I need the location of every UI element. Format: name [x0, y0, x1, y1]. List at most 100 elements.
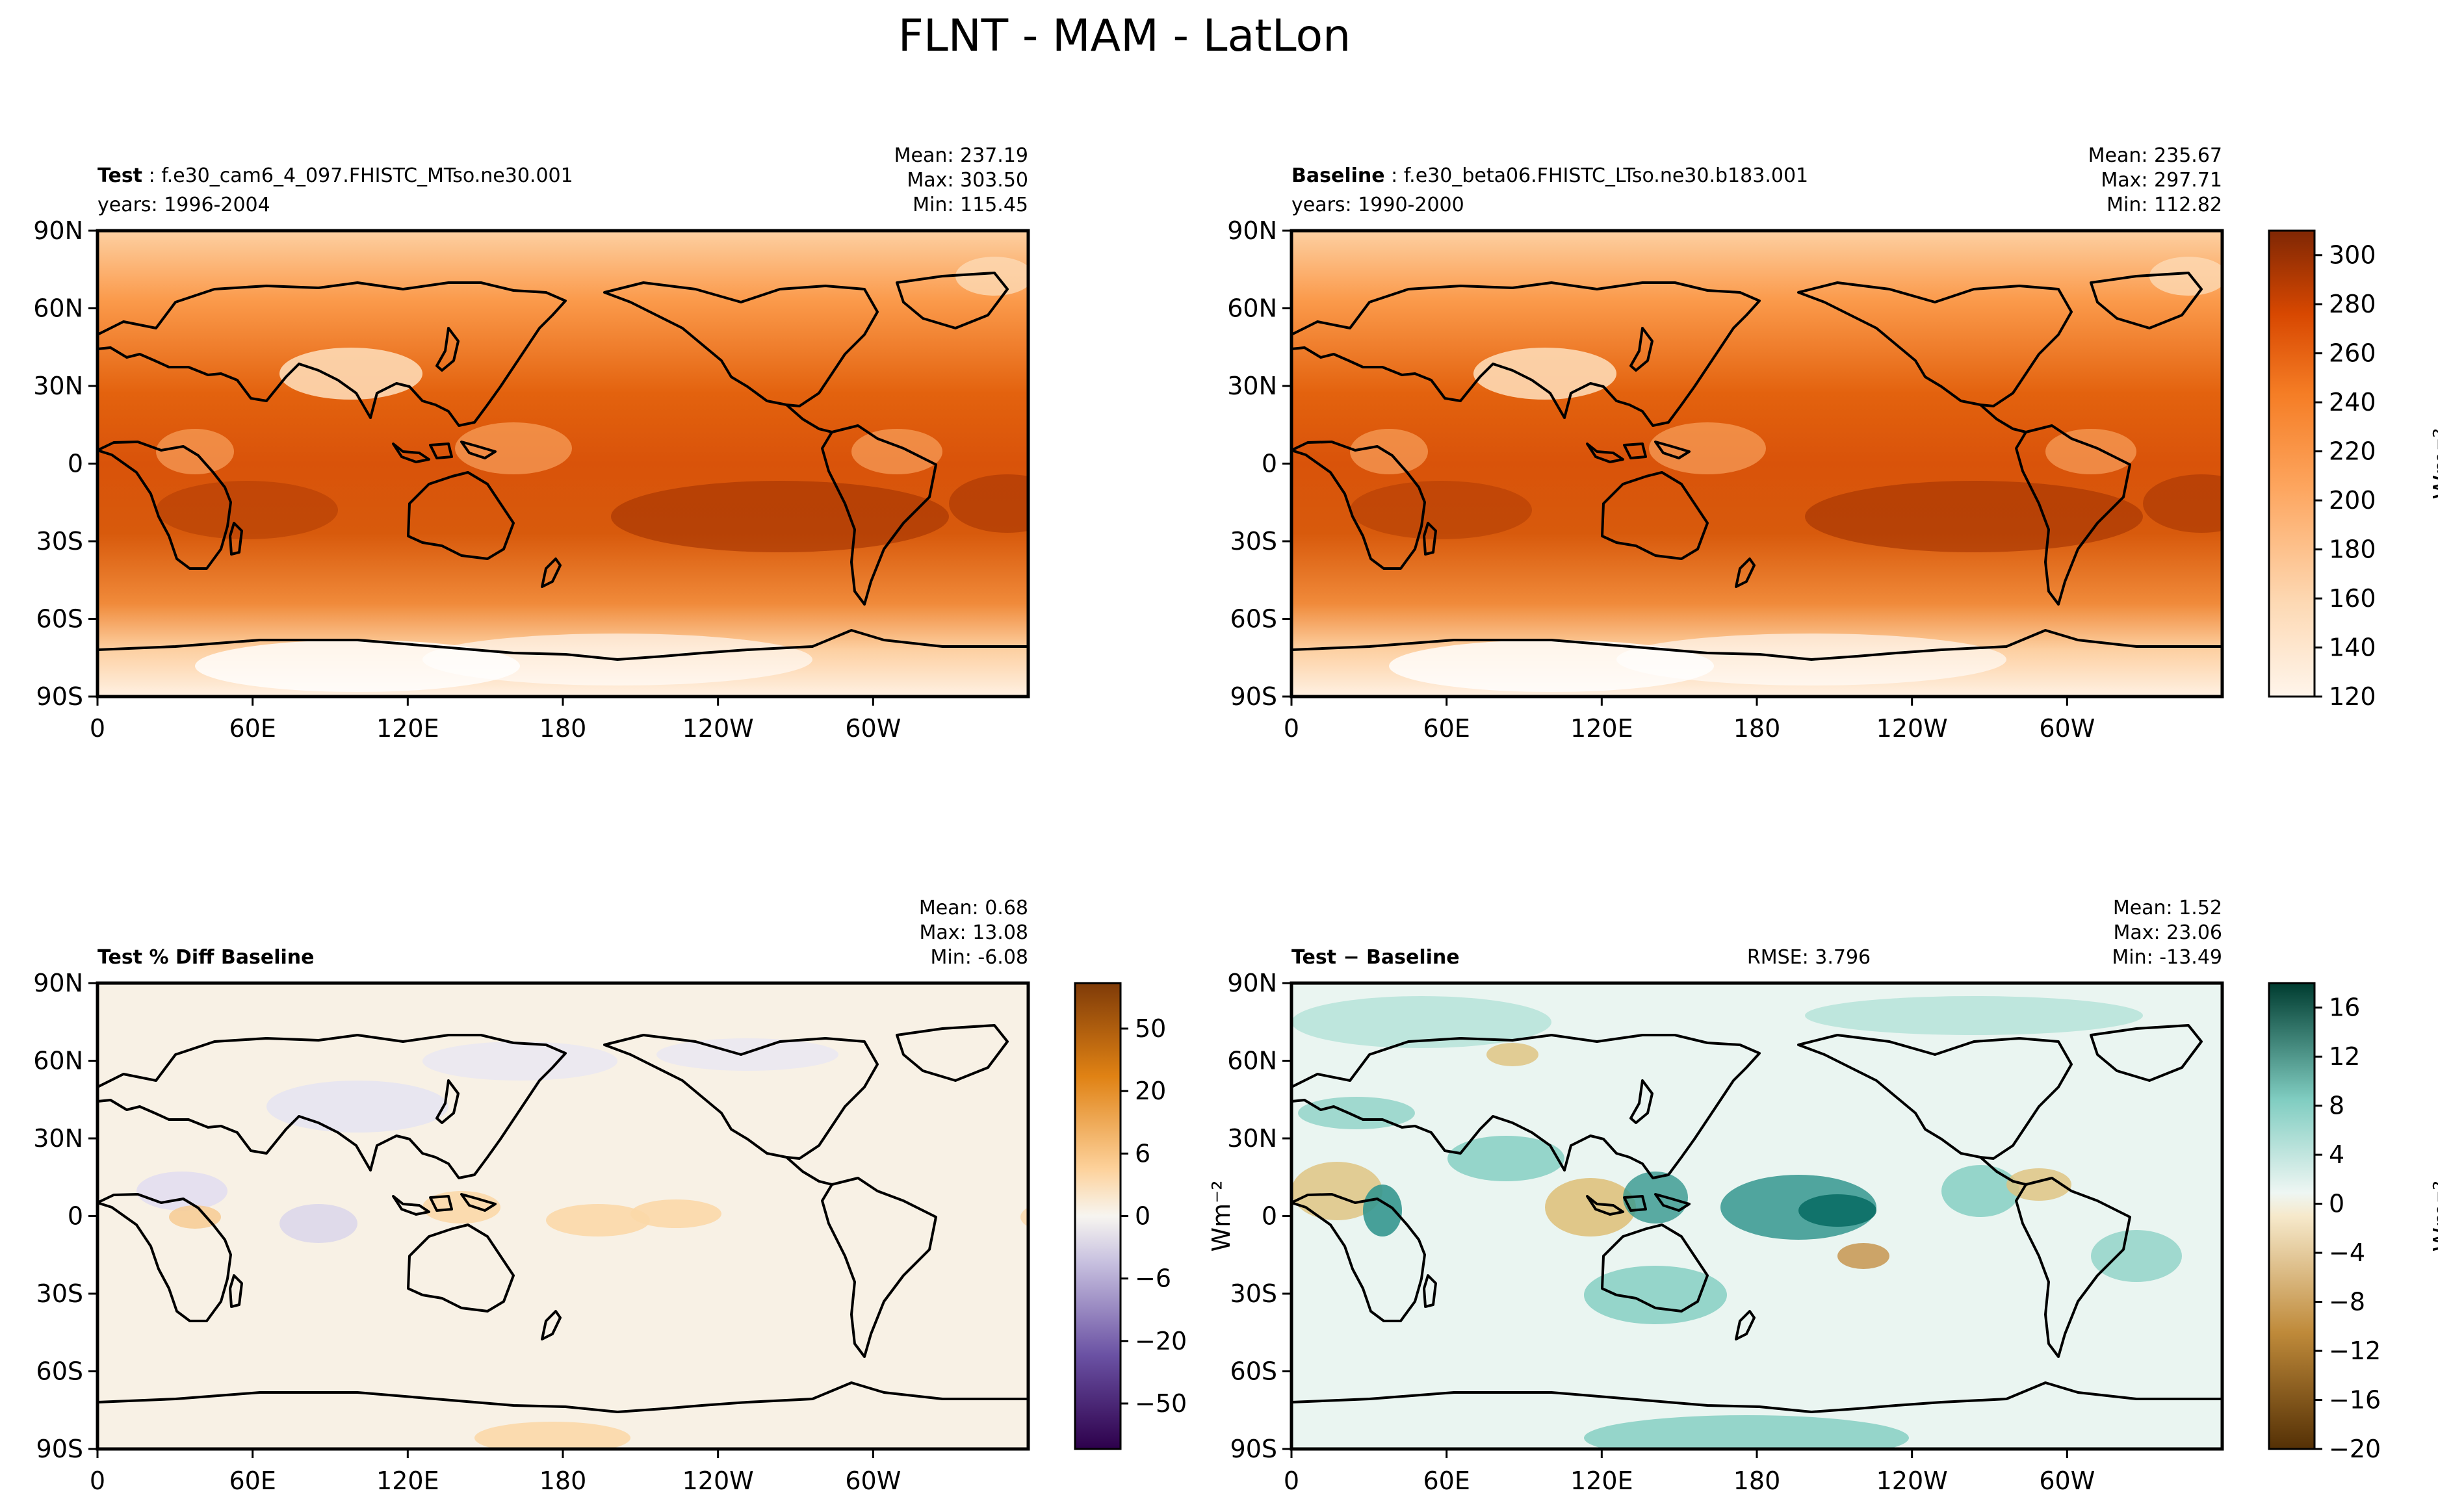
y-tick-label: 90S	[1230, 682, 1277, 711]
colorbar-tick-label: 220	[2329, 437, 2376, 466]
colorbar-tick-label: −50	[1135, 1389, 1187, 1418]
colorbar-tick-label: 12	[2329, 1042, 2360, 1071]
y-tick-label: 60S	[1230, 1357, 1277, 1386]
x-tick-label: 180	[1733, 714, 1781, 743]
panel-stat: Mean: 1.52	[2113, 897, 2222, 919]
field-contours	[1291, 231, 2222, 697]
left-axis-label: Wm⁻²	[1207, 1181, 1236, 1252]
colorbar-tick-label: 20	[1135, 1077, 1166, 1105]
y-tick-label: 90S	[36, 682, 83, 711]
colorbar-tick-label: 8	[2329, 1092, 2344, 1120]
panel-title: Test : f.e30_cam6_4_097.FHISTC_MTso.ne30…	[97, 164, 573, 187]
colorbar-tick-label: 180	[2329, 535, 2376, 564]
panel-years: years: 1996-2004	[97, 194, 270, 216]
panel-title-rest: : f.e30_beta06.FHISTC_LTso.ne30.b183.001	[1385, 164, 1809, 187]
y-tick-label: 90N	[1227, 216, 1277, 245]
colorbar-pct-diff: 50 20 6 0 −6 −20 −50	[1074, 982, 1187, 1450]
map-field	[97, 231, 1028, 697]
map-panel-baseline: Baseline : f.e30_beta06.FHISTC_LTso.ne30…	[1227, 144, 2224, 743]
map-field	[1291, 231, 2222, 697]
panel-title-bold: Test	[97, 164, 142, 187]
y-tick-label: 90N	[33, 969, 83, 997]
x-tick-label: 60W	[2039, 714, 2095, 743]
y-tick-label: 0	[1262, 1202, 1277, 1231]
colorbar-tick-label: 200	[2329, 486, 2376, 515]
panel-title-bold: Baseline	[1291, 164, 1385, 187]
colorbar-tick-label: −6	[1135, 1264, 1171, 1293]
colorbar-fill	[2268, 982, 2316, 1450]
map-field	[1291, 983, 2222, 1449]
y-tick-label: 60N	[33, 294, 83, 323]
colorbar-tick-label: −12	[2329, 1337, 2381, 1365]
panel-stat: Mean: 237.19	[894, 144, 1028, 167]
colorbar-tick-label: 120	[2329, 682, 2376, 711]
y-tick-label: 30S	[36, 527, 83, 556]
y-tick-label: 90N	[33, 216, 83, 245]
panel-stat: Max: 23.06	[2113, 921, 2222, 944]
colorbar-tick-label: 140	[2329, 634, 2376, 662]
y-tick-label: 0	[1262, 450, 1277, 478]
panel-stat: Min: -13.49	[2112, 946, 2222, 969]
field-contours	[97, 983, 1028, 1449]
panel-stat: Min: 112.82	[2107, 194, 2222, 216]
x-tick-label: 120E	[1570, 1467, 1633, 1495]
panel-stat: Mean: 0.68	[919, 897, 1028, 919]
x-tick-label: 0	[1284, 1467, 1299, 1495]
panel-title: Baseline : f.e30_beta06.FHISTC_LTso.ne30…	[1291, 164, 1808, 187]
colorbar-tick-label: 0	[2329, 1190, 2344, 1218]
x-tick-label: 0	[90, 714, 105, 743]
panel-stat: Min: -6.08	[931, 946, 1029, 969]
x-tick-label: 120E	[376, 714, 439, 743]
x-tick-label: 60W	[845, 1467, 901, 1495]
colorbar-tick-label: 6	[1135, 1139, 1150, 1168]
map-panel-test: Test : f.e30_cam6_4_097.FHISTC_MTso.ne30…	[33, 144, 1030, 743]
x-tick-label: 0	[1284, 714, 1299, 743]
colorbar-tick-label: 50	[1135, 1014, 1166, 1043]
panel-years: years: 1990-2000	[1291, 194, 1464, 216]
x-tick-label: 60E	[229, 714, 276, 743]
y-tick-label: 60S	[1230, 605, 1277, 634]
x-tick-label: 60E	[1423, 1467, 1470, 1495]
y-tick-label: 90S	[36, 1435, 83, 1463]
colorbar-tick-label: −4	[2329, 1238, 2365, 1267]
x-tick-label: 120W	[1876, 1467, 1948, 1495]
field-contours	[97, 231, 1028, 697]
map-field	[97, 983, 1028, 1449]
figure-title: FLNT - MAM - LatLon	[898, 10, 1351, 62]
colorbar-tick-label: −20	[1135, 1327, 1187, 1355]
colorbar-label: Wm⁻²	[2428, 428, 2438, 500]
colorbar-label: Wm⁻²	[2428, 1181, 2438, 1252]
x-tick-label: 120E	[376, 1467, 439, 1495]
colorbar-tick-label: 280	[2329, 290, 2376, 318]
panel-stat: Min: 115.45	[913, 194, 1028, 216]
colorbar-tick-label: 16	[2329, 993, 2360, 1022]
colorbar-tick-label: −20	[2329, 1435, 2381, 1463]
colorbar-tick-label: 240	[2329, 388, 2376, 416]
panel-stat: Mean: 235.67	[2088, 144, 2222, 167]
colorbar-baseline: 300 280 260 240 220 200 180 160 140 120 Wm⁻²	[2268, 229, 2438, 711]
y-tick-label: 0	[68, 450, 83, 478]
y-tick-label: 60N	[1227, 1047, 1277, 1075]
x-tick-label: 60E	[229, 1467, 276, 1495]
colorbar-tick-label: 0	[1135, 1202, 1150, 1231]
x-tick-label: 0	[90, 1467, 105, 1495]
panel-stat: Max: 297.71	[2101, 169, 2222, 192]
y-tick-label: 30S	[36, 1279, 83, 1308]
y-tick-label: 30S	[1230, 527, 1277, 556]
colorbar-tick-label: 160	[2329, 584, 2376, 613]
panel-stat: Max: 303.50	[907, 169, 1028, 192]
y-tick-label: 60S	[36, 1357, 83, 1386]
x-tick-label: 120W	[682, 1467, 754, 1495]
y-tick-label: 90S	[1230, 1435, 1277, 1463]
panel-rmse: RMSE: 3.796	[1747, 946, 1871, 969]
map-panel-diff: Test − Baseline RMSE: 3.796 Mean: 1.52Max:…	[1207, 897, 2224, 1495]
colorbar-fill	[1074, 982, 1122, 1450]
panel-stat: Max: 13.08	[919, 921, 1028, 944]
x-tick-label: 60W	[845, 714, 901, 743]
panel-title-rest: : f.e30_cam6_4_097.FHISTC_MTso.ne30.001	[142, 164, 573, 187]
x-tick-label: 60E	[1423, 714, 1470, 743]
y-tick-label: 60S	[36, 605, 83, 634]
colorbar-tick-label: 300	[2329, 241, 2376, 270]
x-tick-label: 120E	[1570, 714, 1633, 743]
x-tick-label: 180	[1733, 1467, 1781, 1495]
